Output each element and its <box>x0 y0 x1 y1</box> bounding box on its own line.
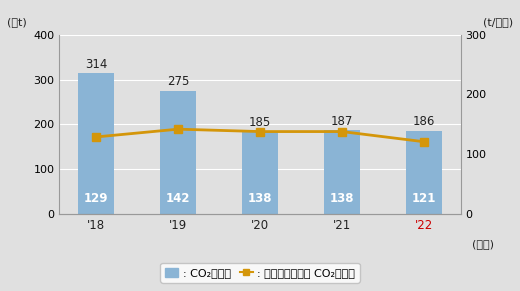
Text: (千t): (千t) <box>7 17 27 27</box>
Legend: : CO₂排出量, : 売上高あたりの CO₂排出量: : CO₂排出量, : 売上高あたりの CO₂排出量 <box>160 263 360 283</box>
Text: (t/億円): (t/億円) <box>483 17 513 27</box>
Bar <box>242 131 278 214</box>
Text: (年度): (年度) <box>472 239 494 249</box>
Text: 314: 314 <box>85 58 107 71</box>
Text: 129: 129 <box>84 192 108 205</box>
Bar <box>160 91 197 214</box>
Text: 121: 121 <box>412 192 436 205</box>
Text: 185: 185 <box>249 116 271 129</box>
Text: 275: 275 <box>167 75 189 88</box>
Text: 186: 186 <box>413 116 435 128</box>
Bar <box>406 131 443 214</box>
Text: 138: 138 <box>330 192 354 205</box>
Bar <box>323 130 360 214</box>
Text: 142: 142 <box>166 192 190 205</box>
Bar <box>77 73 114 214</box>
Text: 187: 187 <box>331 115 353 128</box>
Text: 138: 138 <box>248 192 272 205</box>
